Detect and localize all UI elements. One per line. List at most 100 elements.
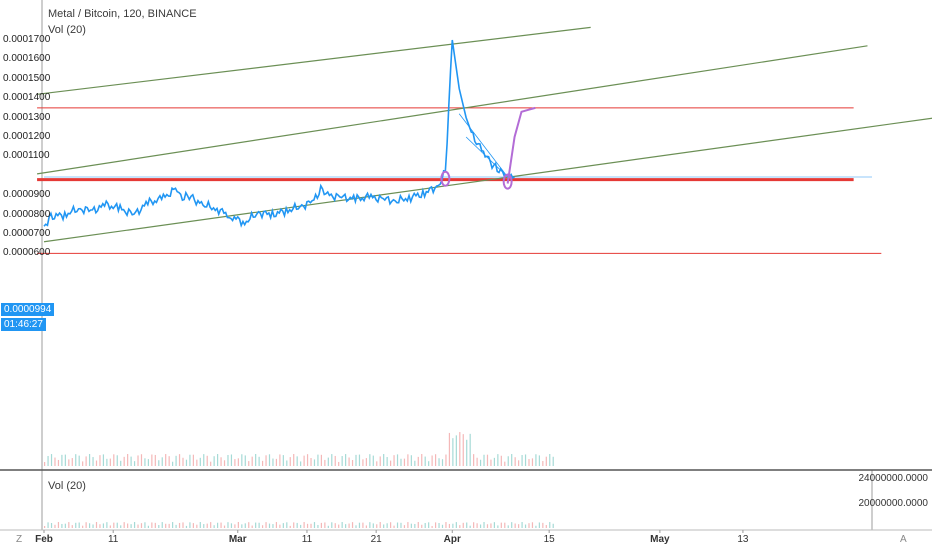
volume-bar (518, 524, 520, 528)
volume-bar (434, 522, 437, 528)
volume-bar (383, 454, 385, 466)
volume-bar (500, 455, 502, 466)
volume-bar (393, 525, 395, 528)
volume-bar (196, 459, 198, 466)
volume-bar (192, 454, 194, 466)
volume-bar (113, 454, 115, 466)
volume-bar (345, 454, 347, 466)
volume-bar (552, 523, 554, 528)
volume-bar (210, 522, 212, 528)
retest-marker (502, 173, 513, 190)
volume-bar (493, 522, 495, 528)
volume-bar (538, 522, 540, 528)
price-tick-label: 0.0000700 (3, 228, 51, 239)
volume-bar (109, 525, 111, 528)
volume-bar (147, 525, 149, 528)
volume-bar (341, 522, 343, 528)
volume-bar (286, 460, 288, 466)
volume-bar (165, 523, 167, 528)
volume-bar (227, 454, 229, 466)
volume-bar (479, 524, 482, 528)
volume-bar (102, 454, 105, 466)
volume-pane-label[interactable]: Vol (20) (48, 480, 86, 492)
volume-bar (362, 459, 364, 466)
volume-bar (528, 459, 530, 466)
volume-bar (445, 522, 447, 528)
symbol-title[interactable]: Metal / Bitcoin, 120, BINANCE (48, 8, 197, 20)
volume-bar (476, 523, 478, 528)
volume-bar (431, 525, 433, 528)
volume-bar (75, 454, 77, 466)
volume-bar (448, 523, 451, 528)
volume-bar (255, 454, 257, 466)
volume-bar (265, 522, 267, 528)
volume-bar (123, 522, 125, 528)
volume-bar (372, 523, 374, 528)
channel-line (43, 117, 932, 243)
volume-bar (400, 522, 402, 528)
volume-bar (403, 525, 406, 528)
time-tick-label: Feb (35, 534, 53, 545)
breakout-marker (440, 170, 451, 187)
volume-bar (521, 522, 523, 528)
volume-bar (410, 523, 412, 528)
volume-bar (102, 523, 105, 528)
volume-bar (75, 522, 77, 528)
auto-scale-icon[interactable]: A (900, 534, 907, 545)
volume-bar (469, 525, 471, 528)
volume-bar (327, 525, 329, 528)
volume-bar (78, 455, 80, 466)
volume-bar (237, 458, 239, 466)
volume-bar (514, 523, 516, 528)
volume-bar (528, 523, 530, 528)
volume-bar (320, 454, 322, 466)
volume-bar (500, 522, 502, 528)
volume-bar (130, 456, 132, 466)
volume-bar (455, 435, 457, 466)
volume-bar (234, 524, 236, 528)
price-series (43, 39, 536, 228)
volume-bar (95, 460, 98, 466)
indicator-label[interactable]: Vol (20) (48, 24, 86, 36)
volume-bar (133, 522, 136, 528)
volume-bar (524, 454, 527, 466)
volume-bar (504, 461, 506, 466)
volume-bar (466, 439, 468, 466)
volume-bar (113, 522, 115, 528)
zoom-reset-icon[interactable]: Z (16, 534, 23, 545)
time-tick-label: Apr (443, 534, 461, 545)
projection-line (506, 106, 536, 184)
volume-bar (504, 522, 506, 528)
volume-bar (351, 522, 354, 528)
volume-bar (85, 456, 87, 466)
time-tick-label: May (650, 534, 670, 545)
volume-bar (521, 455, 523, 466)
channel-line (36, 45, 868, 175)
volume-bar (518, 460, 520, 466)
volume-bar (206, 455, 208, 466)
volume-bar (251, 456, 253, 466)
volume-bar (497, 454, 499, 466)
volume-bar (296, 522, 298, 528)
volume-bar (85, 522, 87, 528)
volume-bar (338, 524, 340, 528)
volume-bar (47, 522, 49, 528)
volume-bar (213, 525, 215, 528)
volume-bar (92, 457, 94, 466)
volume-bar (310, 523, 312, 528)
volume-bar (217, 522, 219, 528)
volume-bar (78, 522, 80, 528)
volume-bar (351, 460, 354, 466)
price-tick-label: 0.0001300 (3, 111, 51, 123)
volume-bar (376, 524, 378, 528)
volume-bar (341, 456, 343, 466)
volume-bar (542, 522, 544, 528)
volume-bar (71, 525, 73, 528)
volume-bar (185, 525, 188, 528)
volume-bar (54, 524, 56, 528)
time-tick-label: 13 (737, 534, 749, 545)
volume-bar (428, 461, 430, 466)
price-tick-label: 0.0001600 (3, 53, 51, 65)
volume-bar (545, 525, 547, 528)
